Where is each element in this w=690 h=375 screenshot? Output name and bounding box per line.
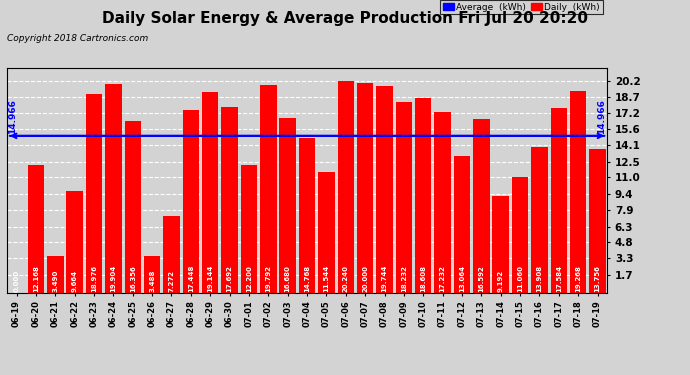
Text: 16.356: 16.356 — [130, 265, 136, 292]
Bar — [318, 172, 335, 292]
Bar — [183, 110, 199, 292]
Text: 20.000: 20.000 — [362, 265, 368, 292]
Bar — [473, 119, 490, 292]
Bar — [337, 81, 354, 292]
Bar — [551, 108, 567, 292]
Bar — [221, 107, 238, 292]
Text: 18.976: 18.976 — [91, 265, 97, 292]
Bar — [260, 86, 277, 292]
Text: Daily Solar Energy & Average Production Fri Jul 20 20:20: Daily Solar Energy & Average Production … — [102, 11, 588, 26]
Text: 14.966: 14.966 — [8, 99, 17, 134]
Text: 13.064: 13.064 — [459, 265, 465, 292]
Bar — [512, 177, 529, 292]
Bar — [531, 147, 548, 292]
Text: 13.756: 13.756 — [595, 265, 600, 292]
Bar — [66, 191, 83, 292]
Bar — [454, 156, 470, 292]
Text: 9.192: 9.192 — [497, 270, 504, 292]
Bar — [164, 216, 179, 292]
Text: 11.060: 11.060 — [517, 265, 523, 292]
Text: 17.232: 17.232 — [440, 265, 446, 292]
Bar — [279, 118, 296, 292]
Bar — [395, 102, 412, 292]
Bar — [299, 138, 315, 292]
Bar — [241, 165, 257, 292]
Text: 14.966: 14.966 — [598, 99, 607, 134]
Text: 16.680: 16.680 — [285, 265, 290, 292]
Bar — [144, 256, 160, 292]
Text: Copyright 2018 Cartronics.com: Copyright 2018 Cartronics.com — [7, 34, 148, 43]
Bar — [124, 122, 141, 292]
Bar — [105, 84, 121, 292]
Bar — [589, 148, 606, 292]
Text: 17.448: 17.448 — [188, 265, 194, 292]
Bar — [415, 98, 431, 292]
Bar — [570, 91, 586, 292]
Text: 18.608: 18.608 — [420, 265, 426, 292]
Bar — [202, 92, 219, 292]
Text: 9.664: 9.664 — [72, 270, 78, 292]
Text: 19.144: 19.144 — [207, 265, 213, 292]
Text: 12.168: 12.168 — [33, 265, 39, 292]
Text: 12.200: 12.200 — [246, 265, 252, 292]
Text: 13.908: 13.908 — [536, 265, 542, 292]
Text: 19.904: 19.904 — [110, 265, 117, 292]
Text: 17.692: 17.692 — [226, 265, 233, 292]
Legend: Average  (kWh), Daily  (kWh): Average (kWh), Daily (kWh) — [440, 0, 602, 14]
Text: 18.232: 18.232 — [401, 265, 407, 292]
Bar — [28, 165, 44, 292]
Text: 3.488: 3.488 — [149, 270, 155, 292]
Bar — [493, 196, 509, 292]
Text: 16.592: 16.592 — [478, 265, 484, 292]
Text: 17.584: 17.584 — [555, 265, 562, 292]
Bar — [86, 94, 102, 292]
Text: 20.240: 20.240 — [343, 265, 348, 292]
Text: 3.490: 3.490 — [52, 270, 59, 292]
Bar — [435, 112, 451, 292]
Text: 19.792: 19.792 — [266, 265, 271, 292]
Text: 14.768: 14.768 — [304, 265, 310, 292]
Text: 7.272: 7.272 — [168, 270, 175, 292]
Text: 19.268: 19.268 — [575, 265, 581, 292]
Bar — [357, 83, 373, 292]
Text: 19.744: 19.744 — [382, 265, 388, 292]
Bar — [47, 256, 63, 292]
Text: 11.544: 11.544 — [324, 265, 329, 292]
Bar — [376, 86, 393, 292]
Text: 0.000: 0.000 — [14, 270, 19, 292]
